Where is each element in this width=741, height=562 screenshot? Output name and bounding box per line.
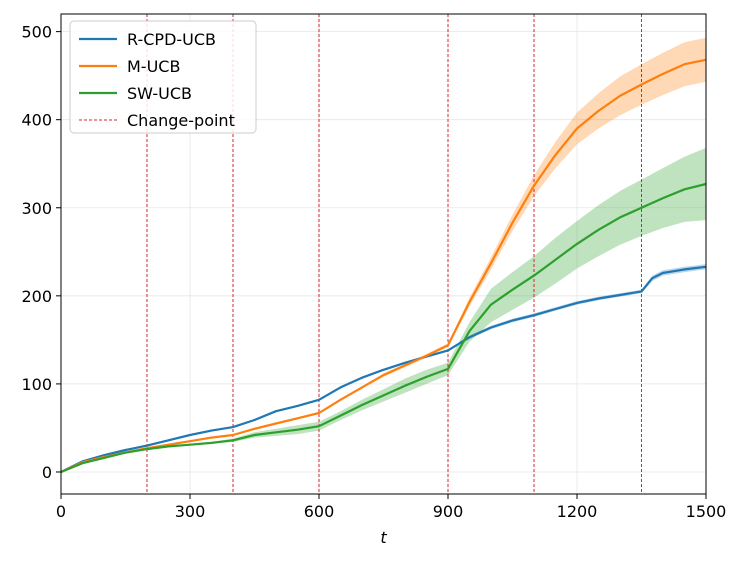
y-tick-label: 0 (42, 463, 52, 482)
legend-label-change-point: Change-point (127, 111, 235, 130)
series-line-0 (60, 265, 707, 473)
legend-label-1: M-UCB (127, 57, 180, 76)
axis-ticks: 0 300 600 900 1200 1500 0 100 200 300 400 500 (21, 23, 726, 521)
x-axis-label: t (380, 528, 387, 547)
x-tick-label: 600 (304, 502, 335, 521)
legend: R-CPD-UCB M-UCB SW-UCB Change-point (69, 20, 257, 134)
y-tick-label: 100 (21, 375, 52, 394)
x-tick-label: 1200 (557, 502, 598, 521)
x-tick-label: 1500 (686, 502, 727, 521)
y-tick-label: 200 (21, 287, 52, 306)
legend-label-2: SW-UCB (127, 84, 192, 103)
series-line-2 (60, 182, 707, 474)
x-tick-label: 0 (56, 502, 66, 521)
y-tick-label: 300 (21, 199, 52, 218)
x-tick-label: 300 (175, 502, 206, 521)
x-tick-label: 900 (433, 502, 464, 521)
series-lines (60, 58, 707, 474)
y-tick-label: 400 (21, 111, 52, 130)
legend-label-0: R-CPD-UCB (127, 30, 216, 49)
series-line-1 (60, 58, 707, 474)
y-tick-label: 500 (21, 23, 52, 42)
change-point-lines (146, 14, 642, 494)
legend-box (69, 20, 257, 134)
plot-frame (60, 13, 707, 495)
